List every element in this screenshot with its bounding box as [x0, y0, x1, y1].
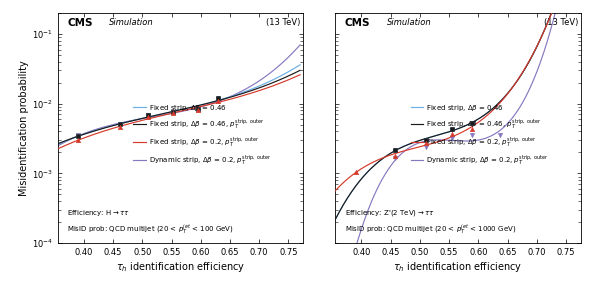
Text: CMS: CMS — [67, 18, 93, 28]
Legend: Fixed strip, $\Delta\beta$ = 0.46, Fixed strip, $\Delta\beta$ = 0.46, $p_{T}^{\m: Fixed strip, $\Delta\beta$ = 0.46, Fixed… — [408, 100, 551, 169]
X-axis label: $\tau_h$ identification efficiency: $\tau_h$ identification efficiency — [393, 260, 522, 274]
Text: Efficiency: H$\rightarrow\tau\tau$
MisID prob: QCD multijet (20 < $p_T^{jet}$ < : Efficiency: H$\rightarrow\tau\tau$ MisID… — [67, 208, 235, 236]
Text: CMS: CMS — [345, 18, 370, 28]
Y-axis label: Misidentification probability: Misidentification probability — [19, 60, 29, 196]
Legend: Fixed strip, $\Delta\beta$ = 0.46, Fixed strip, $\Delta\beta$ = 0.46, $p_{T}^{\m: Fixed strip, $\Delta\beta$ = 0.46, Fixed… — [132, 100, 273, 169]
Text: (13 TeV): (13 TeV) — [544, 18, 578, 27]
X-axis label: $\tau_h$ identification efficiency: $\tau_h$ identification efficiency — [116, 260, 245, 274]
Text: (13 TeV): (13 TeV) — [266, 18, 301, 27]
Text: Simulation: Simulation — [387, 18, 431, 27]
Text: Efficiency: Z'(2 TeV)$\rightarrow\tau\tau$
MisID prob: QCD multijet (20 < $p_T^{: Efficiency: Z'(2 TeV)$\rightarrow\tau\ta… — [345, 208, 516, 236]
Text: Simulation: Simulation — [109, 18, 154, 27]
